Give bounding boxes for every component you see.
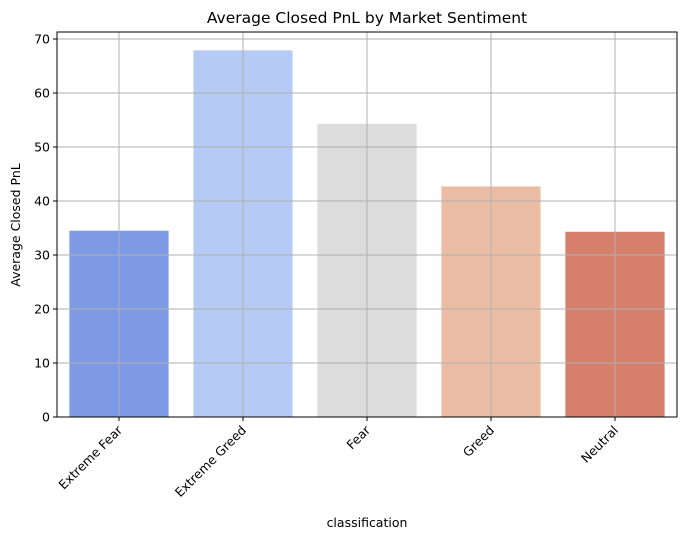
y-tick-label: 40 <box>34 194 50 209</box>
plot-frame <box>56 31 678 418</box>
y-tick-label: 50 <box>34 140 50 155</box>
y-axis: 0 10 20 30 40 50 60 70 <box>34 32 57 425</box>
y-tick-label: 20 <box>34 302 50 317</box>
y-tick-label: 60 <box>34 86 50 101</box>
chart-title: Average Closed PnL by Market Sentiment <box>207 9 527 27</box>
y-axis-label: Average Closed PnL <box>8 163 23 287</box>
x-tick-label: Greed <box>460 423 497 460</box>
grid-lines <box>57 32 677 418</box>
y-tick-label: 70 <box>34 32 50 47</box>
x-axis: Extreme Fear Extreme Greed Fear Greed Neutra… <box>55 417 621 500</box>
x-tick-label: Neutral <box>578 423 621 466</box>
x-axis-label: classification <box>327 515 408 530</box>
y-tick-label: 0 <box>42 410 50 425</box>
y-tick-label: 10 <box>34 356 50 371</box>
x-tick-label: Fear <box>343 422 373 452</box>
x-tick-label: Extreme Greed <box>172 423 249 500</box>
x-tick-label: Extreme Fear <box>55 422 125 492</box>
y-tick-label: 30 <box>34 248 50 263</box>
